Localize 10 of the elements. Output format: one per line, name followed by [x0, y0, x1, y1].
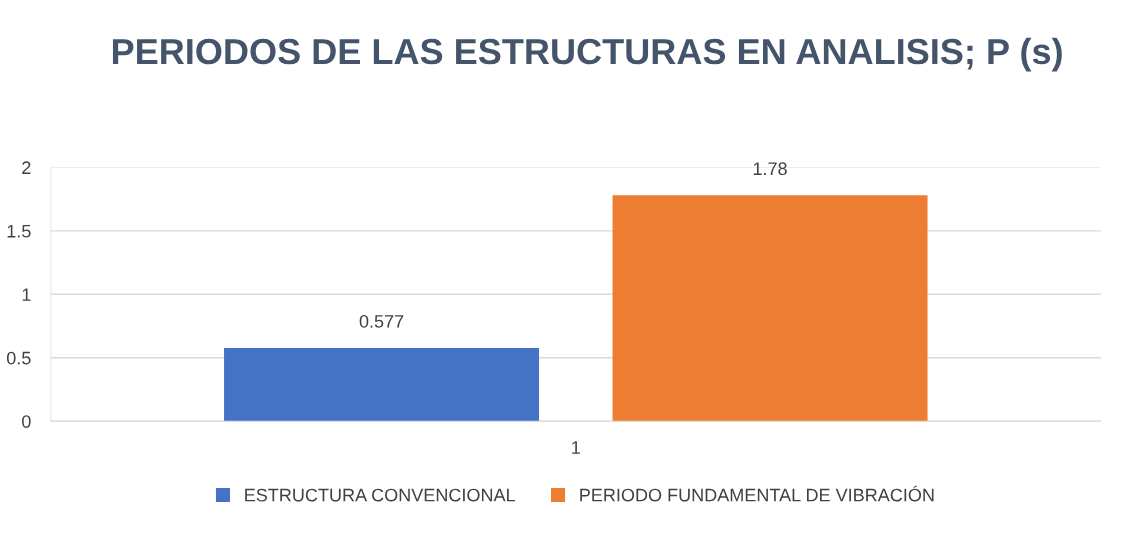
- data-label: 1.78: [753, 162, 787, 176]
- y-tick-label: 0.5: [6, 351, 31, 365]
- y-tick-label: 2: [22, 161, 31, 174]
- y-tick-label: 1.5: [7, 224, 31, 238]
- legend-label: PERIODO FUNDAMENTAL DE VIBRACIÓN: [580, 485, 934, 502]
- y-tick-label: 0: [22, 415, 31, 428]
- chart-title: PERIODOS DE LAS ESTRUCTURAS EN ANALISIS; P (s): [112, 37, 1062, 72]
- y-tick-label: 1: [22, 288, 31, 301]
- data-label: 0.577: [359, 314, 404, 328]
- legend-label: ESTRUCTURA CONVENCIONAL: [245, 488, 515, 502]
